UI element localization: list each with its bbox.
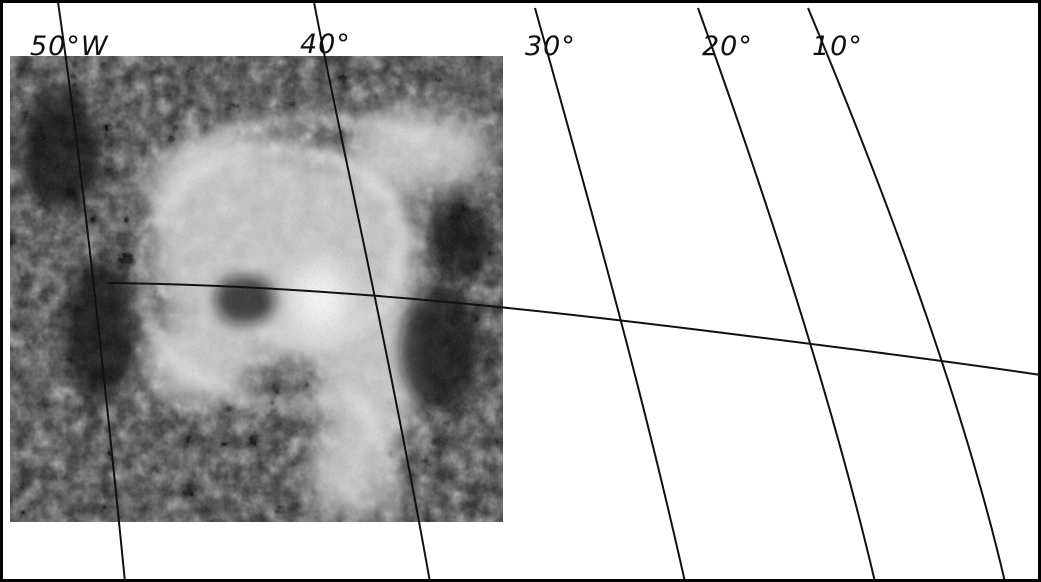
longitude-labels: 50°W 40° 30° 20° 10° [30, 29, 863, 62]
longitude-label-40: 40° [300, 29, 351, 60]
meridian-10 [807, 7, 1006, 582]
graticule [57, 1, 1041, 582]
parallel [107, 282, 1041, 376]
longitude-label-10: 10° [812, 31, 863, 62]
satellite-image [10, 56, 503, 522]
longitude-label-30: 30° [525, 31, 576, 62]
longitude-label-50w: 50°W [30, 31, 109, 62]
meridian-30 [534, 7, 686, 582]
meridian-20 [697, 7, 876, 582]
longitude-label-20: 20° [702, 31, 753, 62]
meridian-50w [57, 1, 126, 582]
meridian-40 [313, 1, 431, 582]
